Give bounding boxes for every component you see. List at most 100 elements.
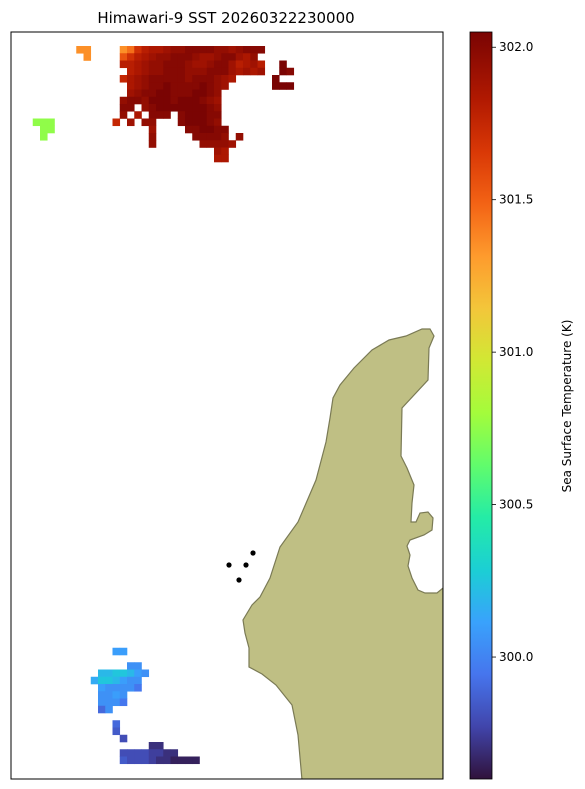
sst-cell	[185, 118, 193, 127]
sst-cell	[177, 118, 186, 127]
sst-cell	[127, 104, 135, 112]
sst-cell	[243, 53, 251, 61]
sst-cell	[163, 89, 171, 98]
sst-cell	[127, 669, 135, 678]
sst-cell	[127, 67, 135, 76]
sst-cell	[185, 89, 193, 98]
sst-cell	[177, 111, 186, 119]
sst-cell	[119, 684, 128, 692]
sst-cell	[170, 104, 179, 112]
sst-cell	[127, 749, 135, 757]
sst-cell	[141, 118, 150, 127]
sst-cell	[98, 698, 106, 707]
sst-cell	[206, 82, 215, 90]
sst-cell	[279, 67, 287, 76]
colorbar-tick-label: 301.5	[499, 193, 533, 207]
sst-cell	[235, 46, 244, 54]
sst-cell	[148, 140, 157, 148]
sst-cell	[105, 691, 113, 699]
sst-cell	[286, 67, 295, 76]
sst-cell	[134, 111, 142, 119]
sst-cell	[214, 82, 222, 90]
sst-cell	[148, 125, 157, 134]
sst-cell	[163, 46, 171, 54]
sst-cell	[170, 749, 179, 757]
sst-cell	[170, 46, 179, 54]
sst-cell	[206, 60, 215, 69]
sst-cell	[214, 133, 222, 141]
sst-cell	[163, 53, 171, 61]
sst-cell	[105, 676, 113, 685]
sst-cell	[206, 133, 215, 141]
sst-cell	[127, 662, 135, 670]
sst-cell	[221, 140, 229, 148]
sst-cell	[279, 82, 287, 90]
sst-cell	[148, 82, 157, 90]
sst-cell	[127, 53, 135, 61]
sst-cell	[192, 125, 200, 134]
sst-cell	[214, 89, 222, 98]
sst-cell	[199, 96, 208, 105]
sst-cell	[119, 647, 128, 656]
sst-cell	[163, 96, 171, 105]
sst-cell	[112, 647, 121, 656]
sst-cell	[163, 111, 171, 119]
sst-cell	[156, 46, 164, 54]
sst-cell	[134, 684, 142, 692]
sst-cell	[141, 669, 150, 678]
sst-cell	[199, 89, 208, 98]
sst-cell	[206, 67, 215, 76]
sst-cell	[214, 140, 222, 148]
sst-cell	[141, 749, 150, 757]
sst-cell	[185, 104, 193, 112]
sst-cell	[134, 53, 142, 61]
sst-cell	[214, 46, 222, 54]
sst-cell	[119, 60, 128, 69]
sst-cell	[257, 60, 266, 69]
sst-cell	[221, 82, 229, 90]
sst-cell	[141, 104, 150, 112]
map-frame	[10, 31, 444, 780]
sst-cell	[119, 734, 128, 743]
sst-cell	[163, 60, 171, 69]
sst-cell	[119, 698, 128, 707]
sst-cell	[214, 75, 222, 83]
sst-cell	[112, 684, 121, 692]
sst-cell	[119, 756, 128, 765]
sst-cell	[214, 125, 222, 134]
sst-cell	[105, 698, 113, 707]
sst-cell	[199, 60, 208, 69]
sst-cell	[119, 676, 128, 685]
sst-cell	[177, 104, 186, 112]
sst-cell	[112, 669, 121, 678]
sst-cell	[243, 60, 251, 69]
sst-cell	[185, 75, 193, 83]
sst-cell	[250, 60, 258, 69]
sst-cell	[47, 125, 55, 134]
sst-cell	[141, 67, 150, 76]
sst-cell	[170, 89, 179, 98]
land-mass	[242, 328, 443, 779]
sst-cell	[272, 82, 280, 90]
sst-cell	[185, 67, 193, 76]
sst-cell	[127, 60, 135, 69]
sst-cell	[192, 46, 200, 54]
sst-cell	[148, 60, 157, 69]
sst-cell	[199, 46, 208, 54]
sst-cell	[221, 154, 229, 163]
sst-cell	[192, 111, 200, 119]
sst-cell	[192, 104, 200, 112]
sst-cell	[119, 75, 128, 83]
sst-cell	[141, 82, 150, 90]
sst-cell	[98, 669, 106, 678]
sst-cell	[199, 125, 208, 134]
sst-cell	[156, 89, 164, 98]
sst-cell	[228, 67, 237, 76]
sst-cell	[170, 67, 179, 76]
sst-cell	[134, 67, 142, 76]
sst-cell	[148, 118, 157, 127]
sst-cell	[170, 60, 179, 69]
sst-cell	[141, 96, 150, 105]
sst-cell	[127, 75, 135, 83]
sst-cell	[214, 53, 222, 61]
